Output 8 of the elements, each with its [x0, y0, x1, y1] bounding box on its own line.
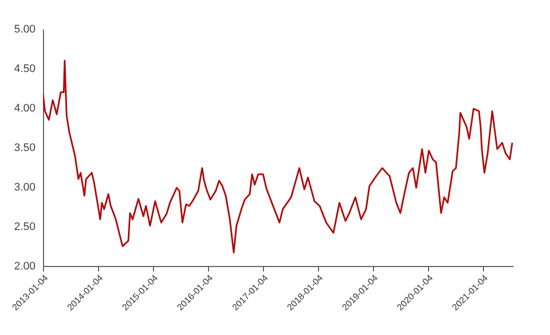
y-tick-label: 4.00 [14, 102, 36, 114]
y-tick-label: 3.00 [14, 182, 36, 194]
y-tick-label: 2.00 [14, 260, 36, 272]
y-tick-label: 2.50 [14, 221, 36, 233]
y-tick-label: 4.50 [14, 63, 36, 75]
line-series [43, 60, 513, 254]
y-tick-label: 5.00 [14, 24, 36, 36]
y-tick-label: 3.50 [14, 142, 36, 154]
